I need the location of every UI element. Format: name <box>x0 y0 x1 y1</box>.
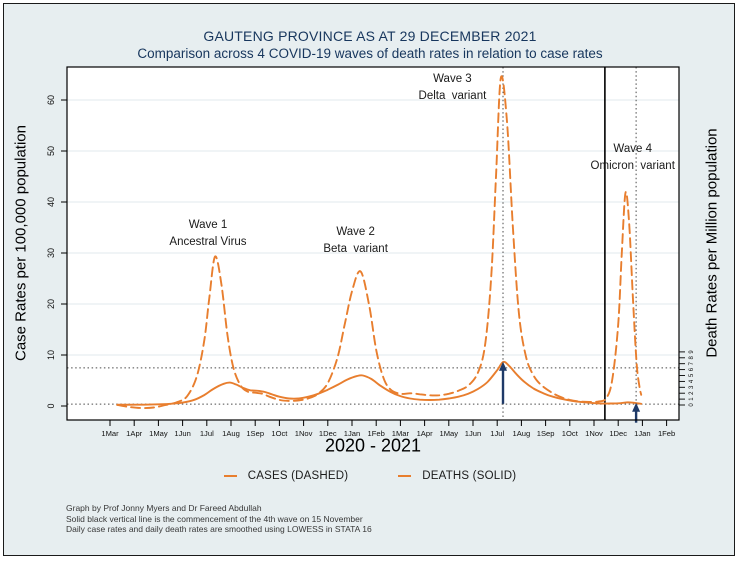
cases-line-swatch <box>223 475 237 477</box>
legend-item-cases: CASES (DASHED) <box>223 470 349 482</box>
x-axis-title: 2020 - 2021 <box>324 435 422 456</box>
wave-annotation-line: Wave 4 <box>613 143 652 156</box>
y-right-tick-label: 3 <box>689 385 695 389</box>
legend-item-deaths: DEATHS (SOLID) <box>398 470 516 482</box>
x-tick-label: 1Jun <box>465 429 481 438</box>
x-tick-label: 1Feb <box>368 429 385 438</box>
x-tick-label: 1Jan <box>634 429 650 438</box>
y-right-tick-label: 9 <box>689 350 695 354</box>
x-tick-label: 1Dec <box>319 429 337 438</box>
footnote-vertical-line: Solid black vertical line is the commenc… <box>66 513 363 524</box>
footnotes: Graph by Prof Jonny Myers and Dr Fareed … <box>66 503 372 535</box>
left-axis-title: Case Rates per 100,000 population <box>12 124 30 362</box>
y-left-tick-label: 0 <box>46 403 56 408</box>
y-right-tick-label: 0 <box>689 403 695 407</box>
x-tick-label: 1Nov <box>585 429 603 438</box>
x-tick-label: 1Jul <box>490 429 504 438</box>
wave3-death-peak-arrow-head <box>499 361 508 371</box>
x-tick-label: 1Sep <box>537 429 555 438</box>
x-tick-label: 1Oct <box>562 429 579 438</box>
y-left-tick-label: 40 <box>46 197 56 207</box>
y-left-tick-label: 10 <box>46 350 56 360</box>
y-right-tick-label: 7 <box>689 361 695 365</box>
x-tick-label: 1Dec <box>609 429 627 438</box>
wave-annotation-line: Beta variant <box>323 242 388 255</box>
wave-annotation-4: Wave 4 Omicron variant <box>591 141 675 175</box>
x-tick-label: 1May <box>149 429 168 438</box>
deaths-line-swatch <box>398 475 412 477</box>
wave-annotation-line: Wave 1 <box>188 219 228 232</box>
x-tick-label: 1Apr <box>417 429 434 438</box>
footnote-authors: Graph by Prof Jonny Myers and Dr Fareed … <box>66 503 262 513</box>
x-tick-label: 1Mar <box>101 429 119 438</box>
y-left-tick-label: 30 <box>46 248 56 258</box>
x-tick-label: 1May <box>440 429 459 438</box>
y-right-tick-label: 6 <box>689 367 695 371</box>
x-tick-label: 1Jul <box>200 429 214 438</box>
legend: CASES (DASHED) DEATHS (SOLID) <box>0 470 740 482</box>
x-tick-label: 1Nov <box>295 429 313 438</box>
wave-annotation-1: Wave 1 Ancestral Virus <box>169 217 246 251</box>
x-tick-label: 1Apr <box>126 429 143 438</box>
x-tick-label: 1Jan <box>344 429 360 438</box>
x-tick-label: 1Jun <box>174 429 190 438</box>
y-right-tick-label: 2 <box>689 391 695 395</box>
x-tick-label: 1Feb <box>658 429 675 438</box>
right-axis-title: Death Rates per Million population <box>703 128 721 358</box>
y-right-tick-label: 5 <box>689 373 695 377</box>
wave-annotation-line: Ancestral Virus <box>169 236 247 249</box>
x-tick-label: 1Aug <box>513 429 531 438</box>
plot-border <box>66 66 680 421</box>
chart-subtitle: Comparison across 4 COVID-19 waves of de… <box>137 46 603 61</box>
wave-annotation-line: Wave 2 <box>336 225 375 238</box>
legend-label-deaths: DEATHS (SOLID) <box>422 470 517 482</box>
plot-background <box>67 67 679 420</box>
x-tick-label: 1Aug <box>222 429 240 438</box>
y-right-tick-label: 4 <box>689 379 695 383</box>
y-right-tick-label: 8 <box>689 355 695 359</box>
chart-title: GAUTENG PROVINCE AS AT 29 DECEMBER 2021 <box>203 28 537 44</box>
wave-annotation-2: Wave 2 Beta variant <box>323 224 388 258</box>
deaths-series-line <box>116 360 643 406</box>
legend-label-cases: CASES (DASHED) <box>247 470 349 482</box>
y-left-tick-label: 20 <box>46 299 56 309</box>
x-tick-label: 1Mar <box>392 429 410 438</box>
x-tick-label: 1Oct <box>271 429 288 438</box>
wave-annotation-3: Wave 3 Delta variant <box>419 71 487 105</box>
footnote-smoothing: Daily case rates and daily death rates a… <box>66 524 372 534</box>
y-left-tick-label: 60 <box>46 95 56 105</box>
wave-annotation-line: Delta variant <box>418 89 487 102</box>
y-right-tick-label: 1 <box>689 397 695 401</box>
y-left-tick-label: 50 <box>46 146 56 156</box>
wave-annotation-line: Omicron variant <box>590 160 675 173</box>
wave-annotation-line: Wave 3 <box>433 72 472 85</box>
x-tick-label: 1Sep <box>246 429 264 438</box>
wave4-death-arrow-head <box>632 402 641 412</box>
